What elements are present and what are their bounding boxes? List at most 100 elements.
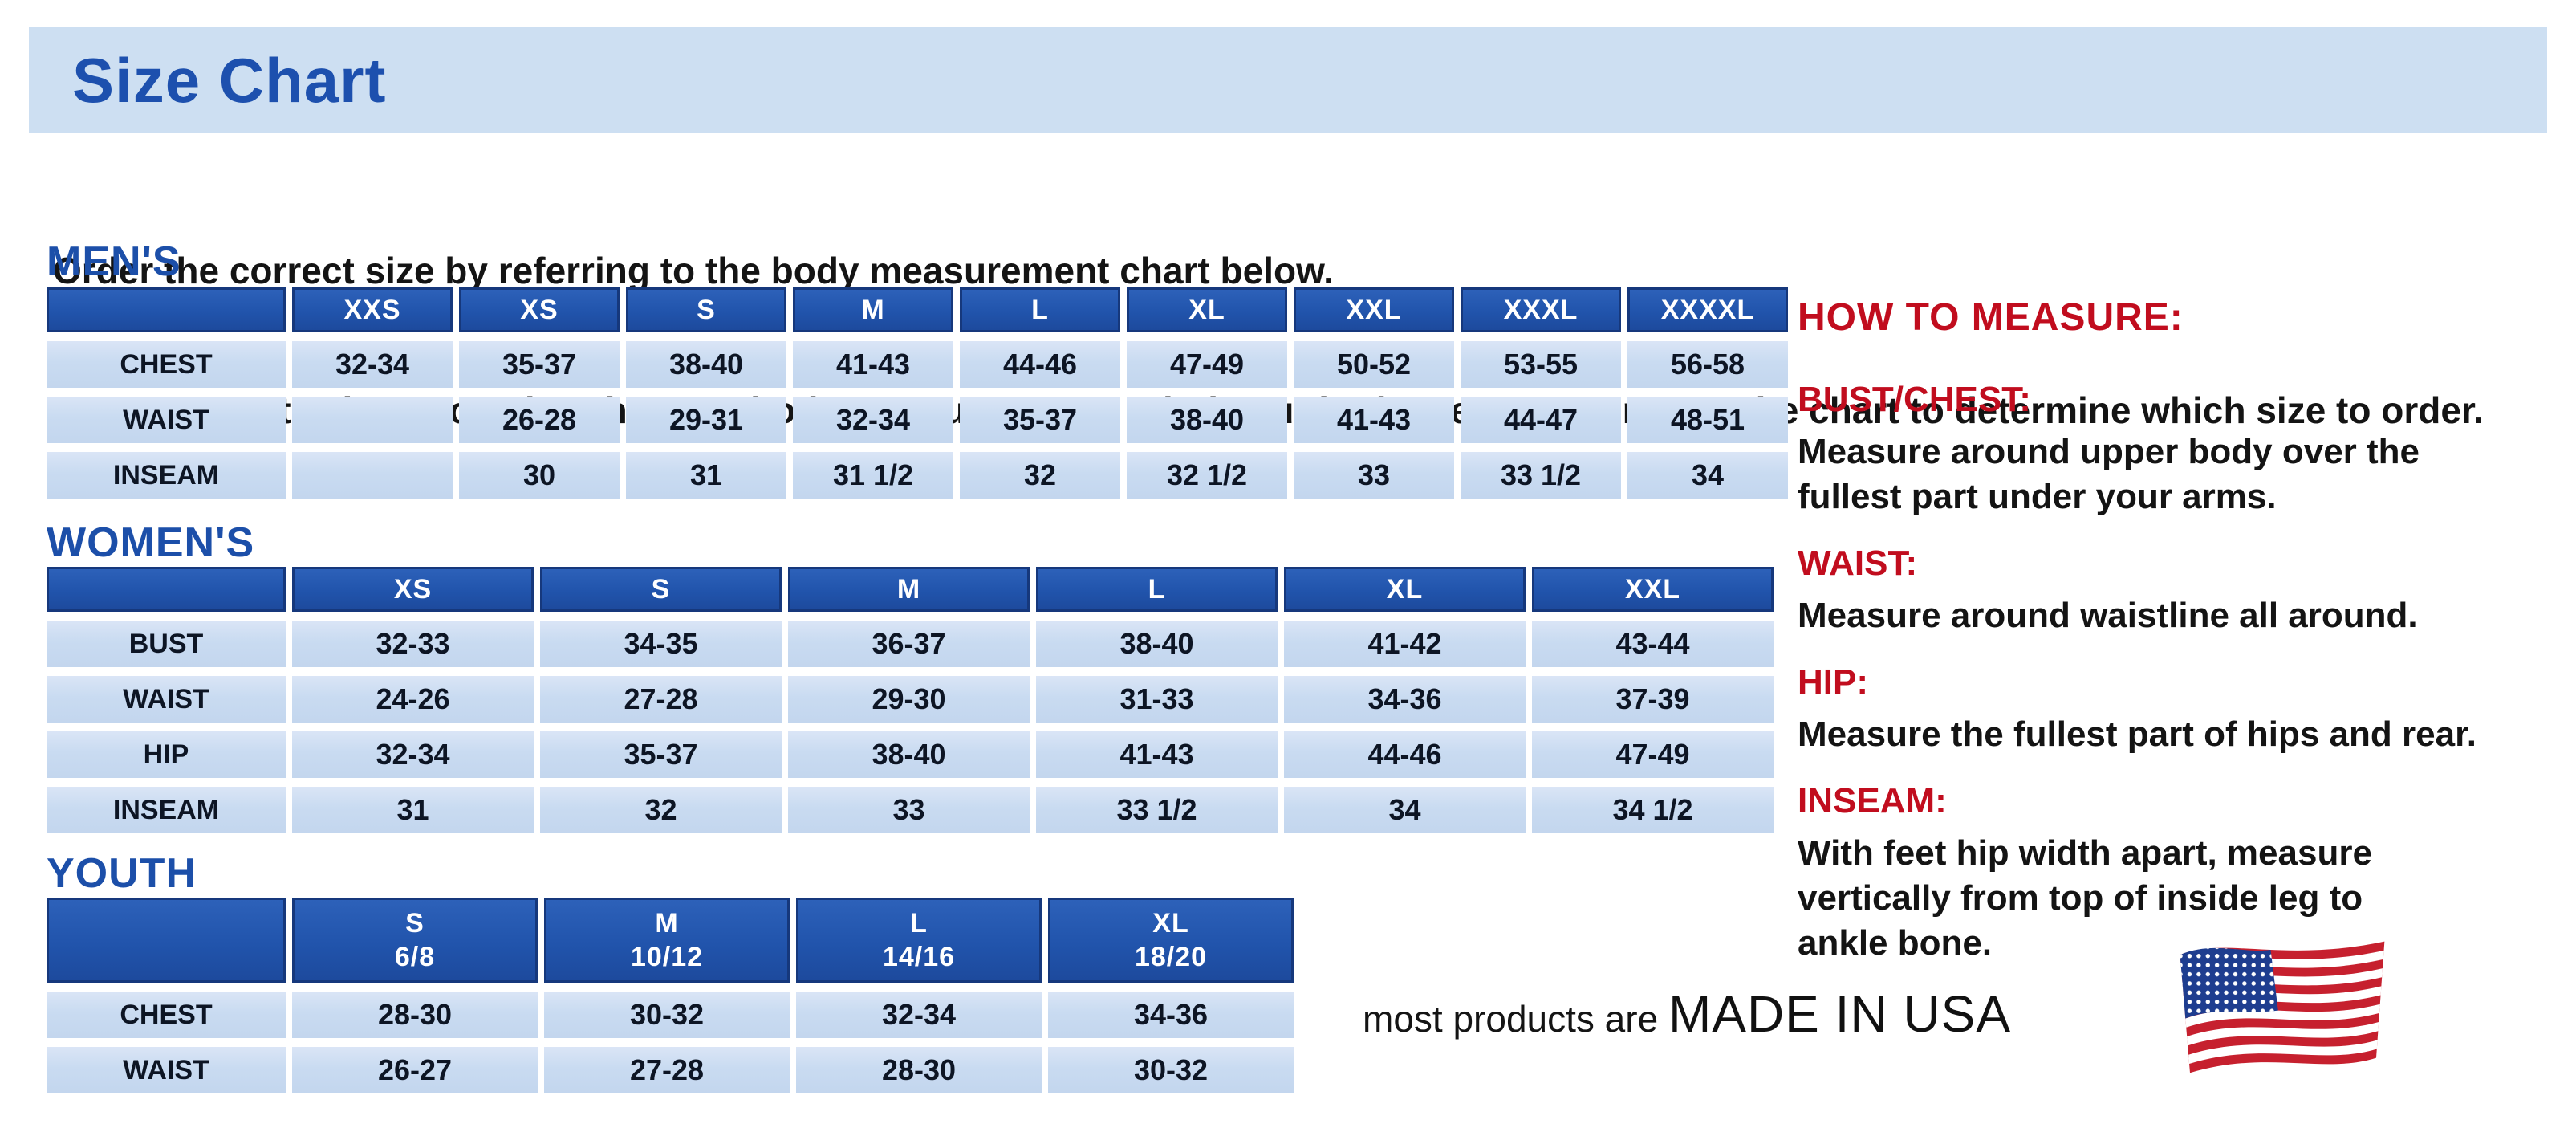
size-value-cell: 31 (292, 787, 534, 833)
size-value-cell: 28-30 (292, 992, 538, 1038)
measurement-row-label: BUST (47, 621, 286, 667)
size-value-cell: 44-47 (1461, 397, 1621, 443)
table-row: BUST 32-33 34-35 36-37 38-40 41-42 43-44 (47, 621, 1774, 667)
measurement-row-label: CHEST (47, 341, 286, 388)
size-value-cell: 31-33 (1036, 676, 1278, 723)
size-value-cell: 38-40 (626, 341, 786, 388)
measure-text-hip: Measure the fullest part of hips and rea… (1798, 715, 2476, 754)
size-value-cell: 32-34 (292, 341, 453, 388)
size-column-header: XS (459, 287, 620, 332)
size-value-cell: 43-44 (1532, 621, 1774, 667)
size-column-header: M (788, 567, 1030, 612)
size-column-header: S (540, 567, 782, 612)
size-value-cell: 27-28 (540, 676, 782, 723)
measure-text-bust-chest: Measure around upper body over the fulle… (1798, 432, 2420, 516)
size-column-header: XL (1284, 567, 1526, 612)
measurement-row-label: WAIST (47, 397, 286, 443)
table-row: CHEST 28-30 30-32 32-34 34-36 (47, 992, 1294, 1038)
measure-text-waist: Measure around waistline all around. (1798, 596, 2418, 635)
size-value-cell: 32 1/2 (1127, 452, 1287, 499)
made-in-usa-line: most products are MADE IN USA (1363, 984, 2011, 1044)
table-row: WAIST 24-26 27-28 29-30 31-33 34-36 37-39 (47, 676, 1774, 723)
size-value-cell: 34 (1284, 787, 1526, 833)
measure-label-inseam: INSEAM: (1798, 781, 1947, 820)
size-value-cell: 27-28 (544, 1047, 790, 1093)
measure-text-inseam: With feet hip width apart, measure verti… (1798, 833, 2372, 963)
size-column-header: XXXL (1461, 287, 1621, 332)
size-value-cell: 34-36 (1048, 992, 1294, 1038)
size-value-cell: 34-35 (540, 621, 782, 667)
measure-label-bust-chest: BUST/CHEST: (1798, 380, 2031, 419)
size-value-cell: 47-49 (1532, 731, 1774, 778)
made-in-usa-prefix: most products are (1363, 998, 1668, 1040)
size-column-header: XXL (1532, 567, 1774, 612)
table-row: HIP 32-34 35-37 38-40 41-43 44-46 47-49 (47, 731, 1774, 778)
section-label-womens: WOMEN'S (47, 519, 255, 566)
size-value-cell: 26-27 (292, 1047, 538, 1093)
size-value-cell: 53-55 (1461, 341, 1621, 388)
measure-label-hip: HIP: (1798, 662, 1868, 702)
size-value-cell: 32-34 (793, 397, 953, 443)
measurement-row-label: WAIST (47, 676, 286, 723)
made-in-usa-text: MADE IN USA (1668, 985, 2011, 1043)
size-value-cell: 31 (626, 452, 786, 499)
intro-line-1: Order the correct size by referring to t… (53, 250, 1334, 291)
size-value-cell: 32 (960, 452, 1120, 499)
size-value-cell: 37-39 (1532, 676, 1774, 723)
size-column-header: S (626, 287, 786, 332)
size-value-cell: 30-32 (1048, 1047, 1294, 1093)
corner-header-cell (47, 287, 286, 332)
size-value-cell: 44-46 (960, 341, 1120, 388)
header-row: XXS XS S M L XL XXL XXXL XXXXL (47, 287, 1788, 332)
section-label-youth: YOUTH (47, 850, 197, 897)
measurement-row-label: WAIST (47, 1047, 286, 1093)
size-column-header: S 6/8 (292, 898, 538, 983)
size-column-header: L (1036, 567, 1278, 612)
size-value-cell: 29-30 (788, 676, 1030, 723)
size-value-cell: 35-37 (540, 731, 782, 778)
size-value-cell: 50-52 (1294, 341, 1454, 388)
size-value-cell: 34-36 (1284, 676, 1526, 723)
size-column-header: XXXXL (1627, 287, 1788, 332)
header-row: S 6/8 M 10/12 L 14/16 XL 18/20 (47, 898, 1294, 983)
size-column-header: XS (292, 567, 534, 612)
size-value-cell: 30 (459, 452, 620, 499)
size-value-cell: 36-37 (788, 621, 1030, 667)
section-label-mens: MEN'S (47, 238, 181, 285)
size-value-cell: 48-51 (1627, 397, 1788, 443)
table-row: CHEST 32-34 35-37 38-40 41-43 44-46 47-49 50-52… (47, 341, 1788, 388)
size-value-cell: 41-43 (1294, 397, 1454, 443)
size-value-cell: 29-31 (626, 397, 786, 443)
size-column-header: L 14/16 (796, 898, 1042, 983)
size-value-cell: 31 1/2 (793, 452, 953, 499)
size-value-cell: 33 (1294, 452, 1454, 499)
size-value-cell (292, 397, 453, 443)
size-value-cell: 56-58 (1627, 341, 1788, 388)
mens-size-table: XXS XS S M L XL XXL XXXL XXXXL CHEST 32-34 35-37 38-… (40, 279, 1794, 507)
how-to-measure-title: HOW TO MEASURE: (1798, 296, 2184, 339)
size-value-cell: 35-37 (459, 341, 620, 388)
corner-header-cell (47, 898, 286, 983)
table-row: WAIST 26-27 27-28 28-30 30-32 (47, 1047, 1294, 1093)
size-value-cell: 26-28 (459, 397, 620, 443)
corner-header-cell (47, 567, 286, 612)
size-value-cell: 28-30 (796, 1047, 1042, 1093)
measure-label-waist: WAIST: (1798, 544, 1918, 583)
size-value-cell: 33 (788, 787, 1030, 833)
size-value-cell: 47-49 (1127, 341, 1287, 388)
size-value-cell: 41-42 (1284, 621, 1526, 667)
table-row: INSEAM 30 31 31 1/2 32 32 1/2 33 33 1/2 34 (47, 452, 1788, 499)
size-value-cell: 38-40 (1127, 397, 1287, 443)
size-column-header: XXS (292, 287, 453, 332)
size-column-header: L (960, 287, 1120, 332)
size-column-header: M (793, 287, 953, 332)
size-value-cell: 41-43 (1036, 731, 1278, 778)
size-value-cell: 33 1/2 (1036, 787, 1278, 833)
size-value-cell: 32 (540, 787, 782, 833)
size-value-cell: 32-33 (292, 621, 534, 667)
size-column-header: XL (1127, 287, 1287, 332)
table-row: INSEAM 31 32 33 33 1/2 34 34 1/2 (47, 787, 1774, 833)
size-column-header: M 10/12 (544, 898, 790, 983)
size-value-cell: 24-26 (292, 676, 534, 723)
